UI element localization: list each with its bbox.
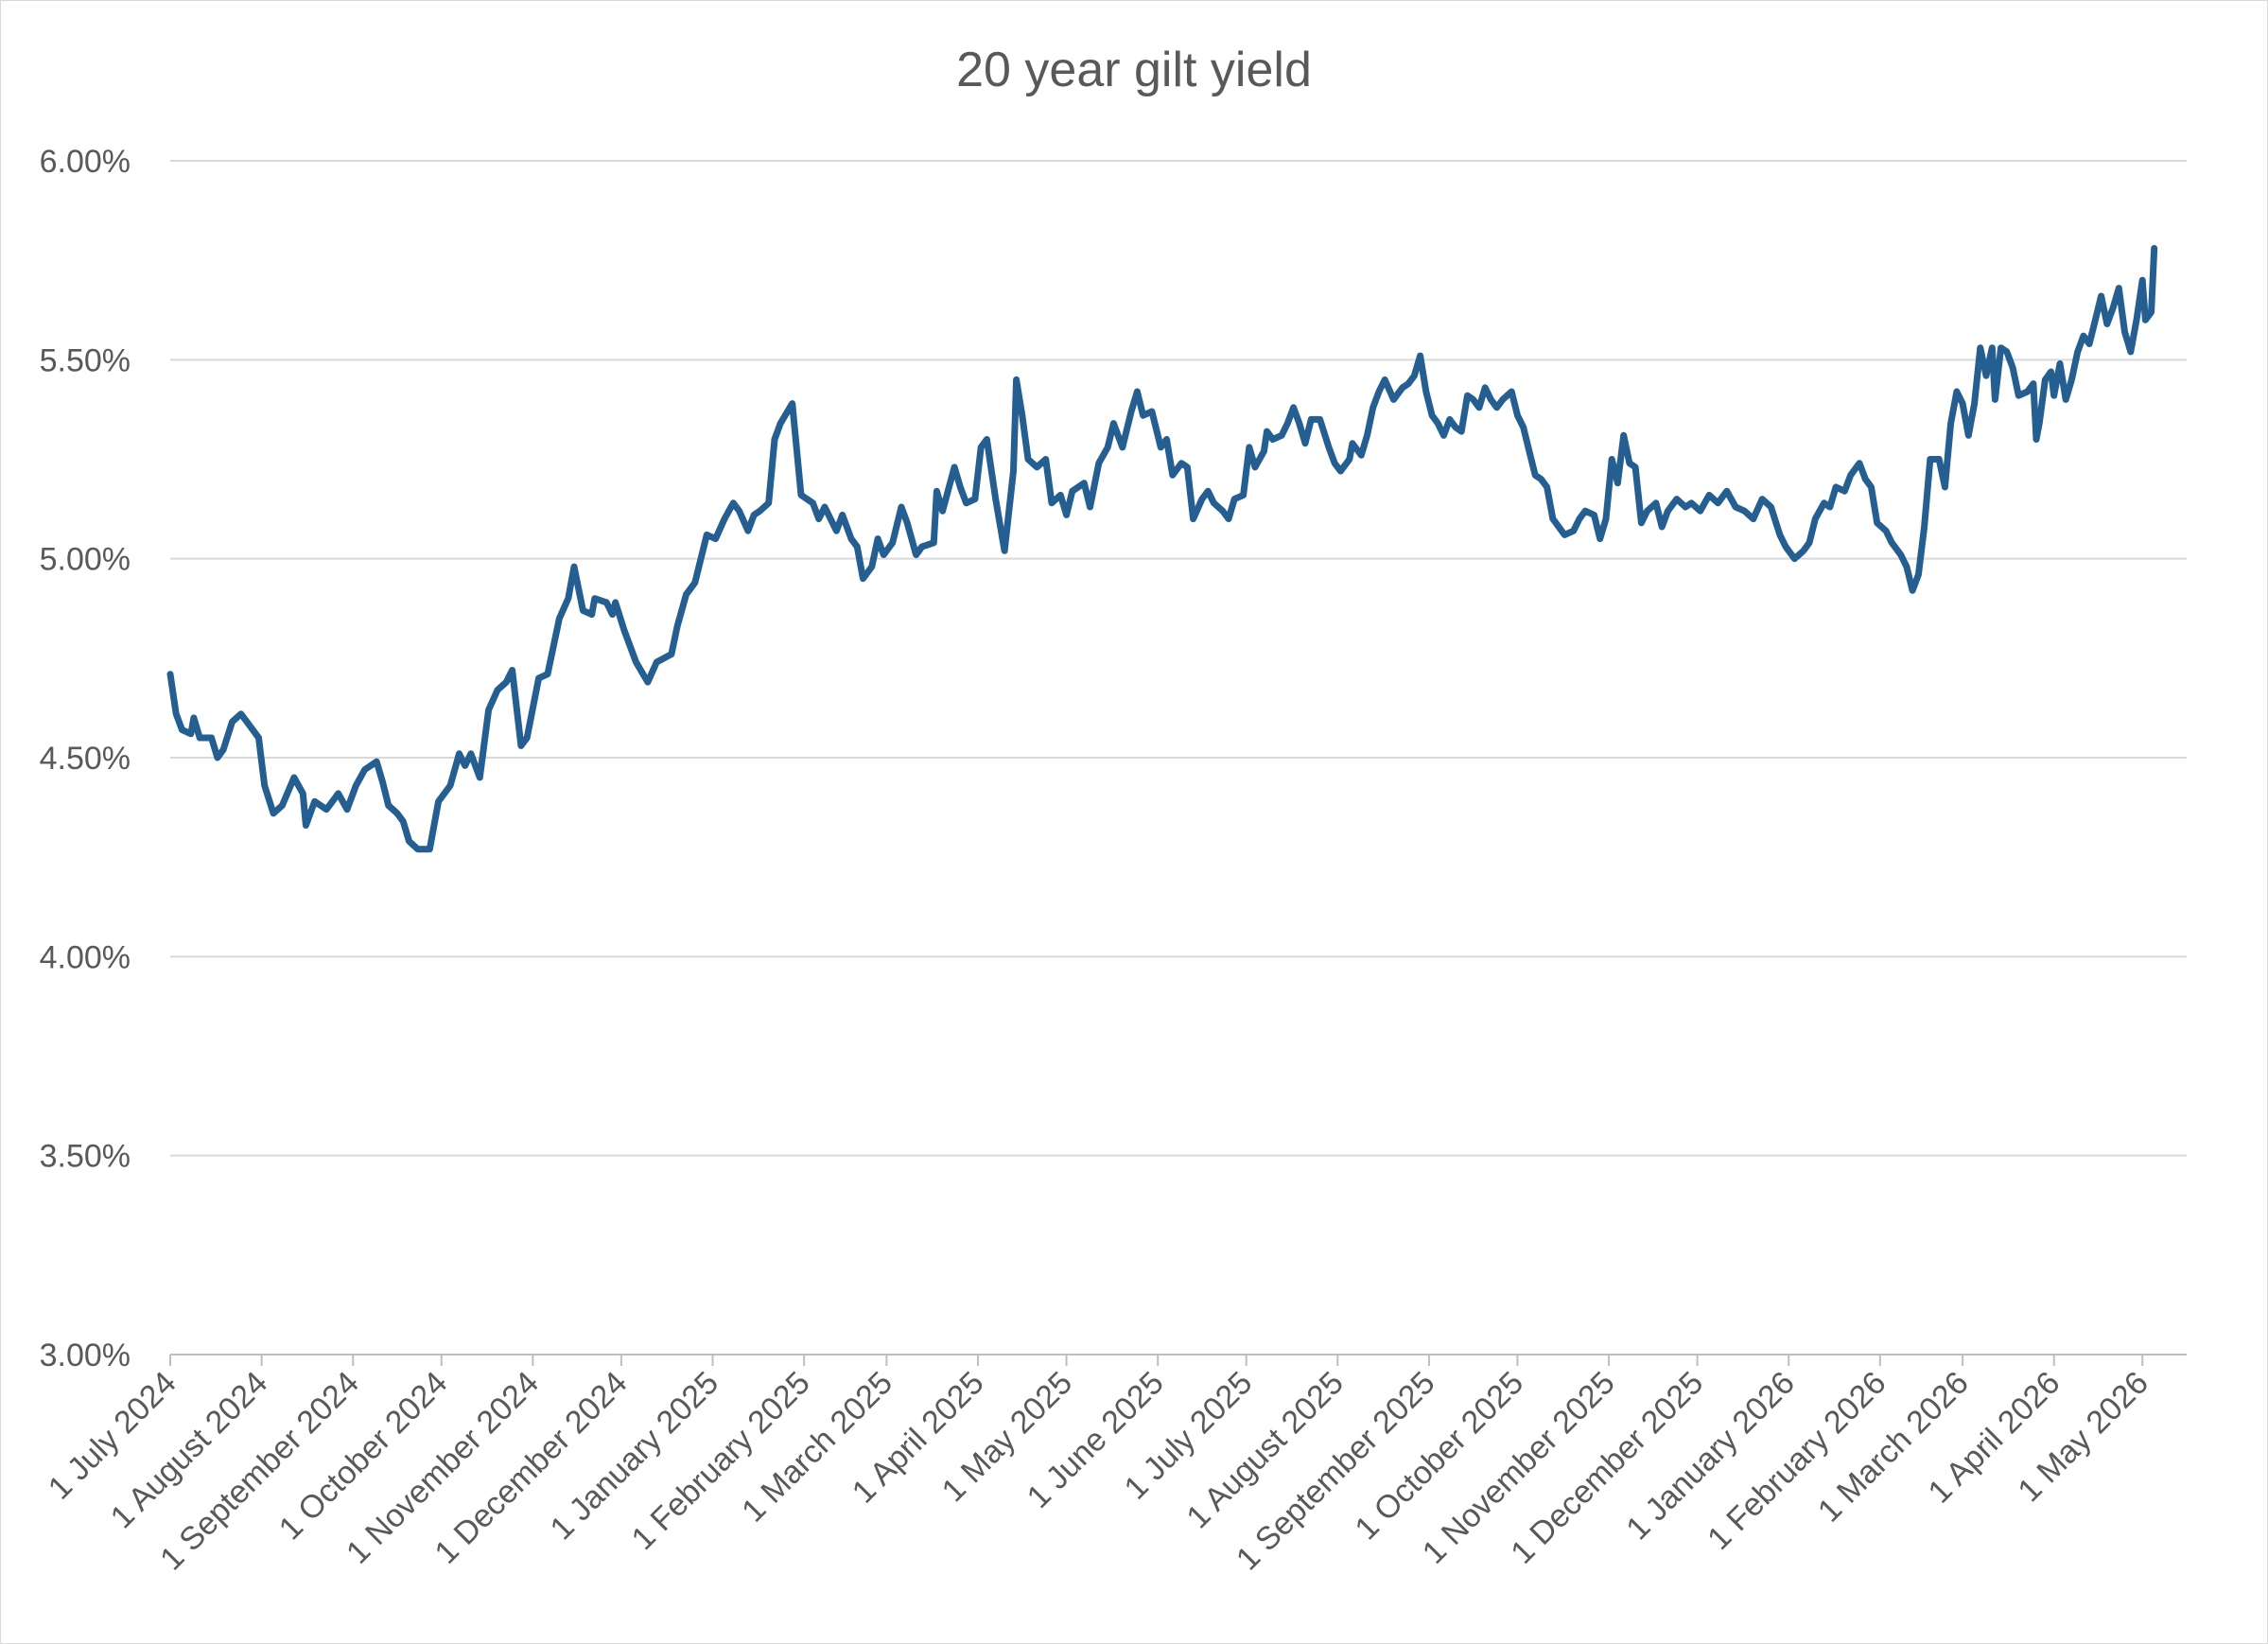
x-tick-label: 1 August 2025 bbox=[1179, 1365, 1351, 1536]
chart-title: 20 year gilt yield bbox=[956, 43, 1312, 97]
y-tick-label: 3.50% bbox=[40, 1139, 131, 1175]
y-tick-label: 5.00% bbox=[40, 542, 131, 578]
x-tick-label: 1 January 2026 bbox=[1619, 1365, 1802, 1548]
x-tick-label: 1 August 2024 bbox=[104, 1365, 275, 1536]
series-line bbox=[166, 245, 2158, 853]
x-tick-label: 1 January 2025 bbox=[544, 1365, 726, 1548]
y-tick-label: 5.50% bbox=[40, 342, 131, 378]
y-tick-label: 4.50% bbox=[40, 741, 131, 777]
y-tick-label: 6.00% bbox=[40, 144, 131, 180]
y-tick-label: 3.00% bbox=[40, 1338, 131, 1373]
y-tick-label: 4.00% bbox=[40, 939, 131, 975]
